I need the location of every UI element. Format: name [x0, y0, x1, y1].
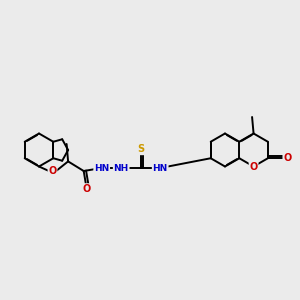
- Text: O: O: [250, 161, 258, 172]
- Text: NH: NH: [114, 164, 129, 172]
- Text: S: S: [137, 144, 144, 154]
- Text: O: O: [283, 153, 292, 163]
- Text: O: O: [48, 166, 57, 176]
- Text: HN: HN: [153, 164, 168, 172]
- Text: O: O: [82, 184, 91, 194]
- Text: HN: HN: [94, 164, 109, 172]
